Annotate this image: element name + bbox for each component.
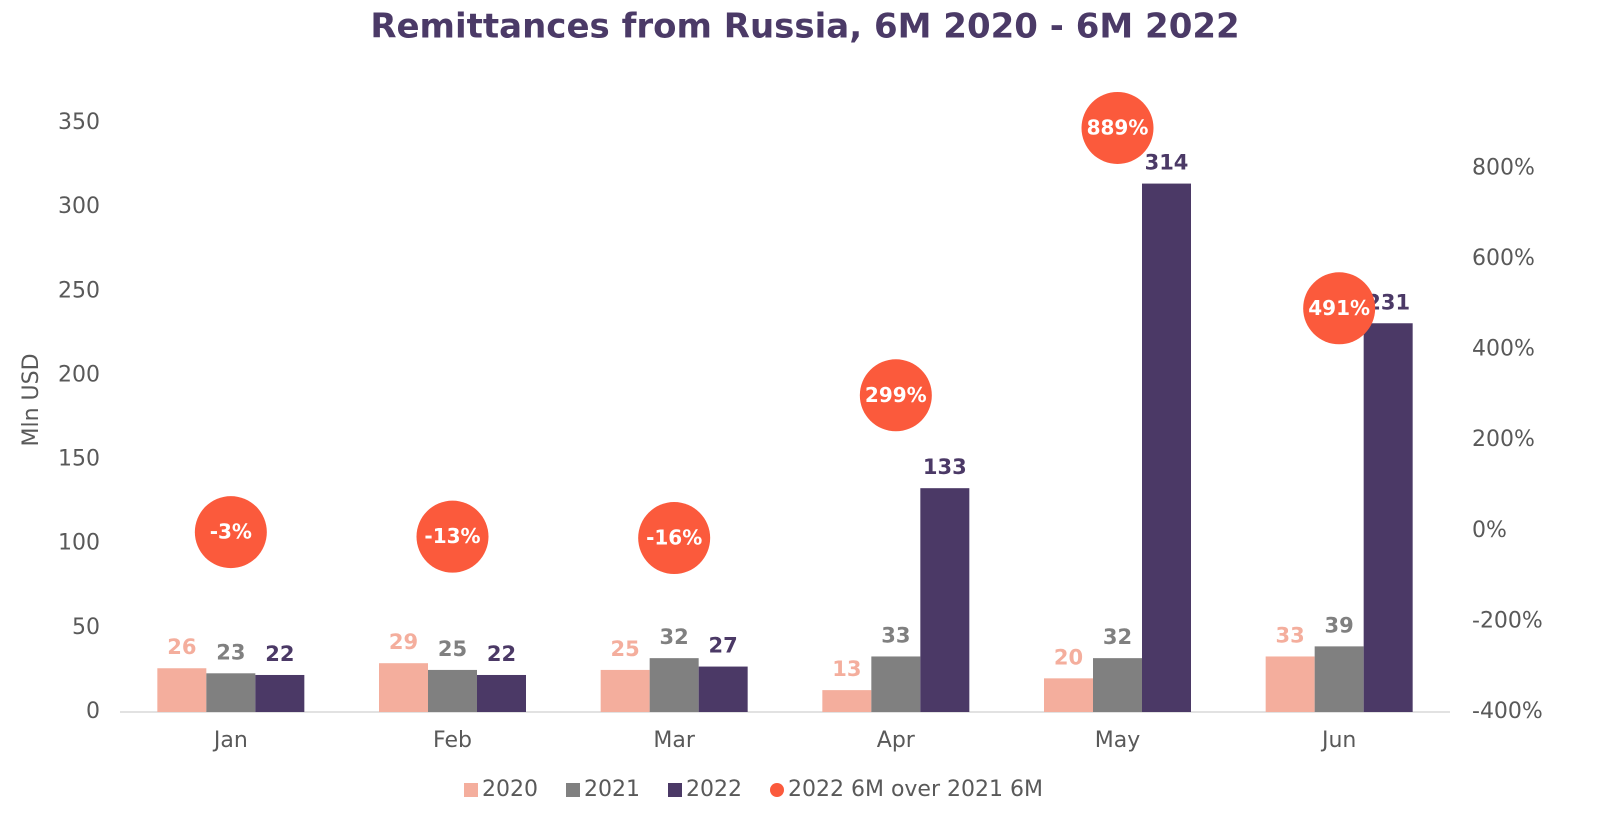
chart-title: Remittances from Russia, 6M 2020 - 6M 20… [370,7,1239,47]
bar [600,669,650,712]
legend-marker [668,783,682,797]
bar [428,669,477,712]
bar [255,674,305,712]
bar [157,668,207,712]
data-label: 32 [1103,625,1132,649]
x-tick-label: Feb [433,728,472,753]
bar [871,656,921,712]
data-label: 22 [265,642,294,666]
legend-label: 2022 [686,777,742,802]
y-tick-label: 350 [58,110,100,135]
data-label: 23 [216,640,245,664]
bar [379,663,428,712]
data-label: 33 [1276,623,1305,647]
legend-label: 2022 6M over 2021 6M [788,777,1043,802]
percent-label: -3% [210,520,252,544]
percent-label: -16% [646,526,702,550]
bar [1314,646,1364,712]
y2-tick-label: 0% [1472,518,1507,543]
y-tick-label: 300 [58,194,100,219]
y2-tick-label: 400% [1472,337,1535,362]
bar [1093,658,1142,712]
y-tick-label: 150 [58,447,100,472]
x-tick-label: Mar [653,728,695,753]
x-tick-label: Jun [1320,728,1356,753]
bar [649,658,699,712]
y-tick-label: 0 [86,699,100,724]
data-label: 32 [660,625,689,649]
bar [1265,656,1315,712]
bar [206,673,256,712]
legend-label: 2021 [584,777,640,802]
bar [698,666,748,712]
bar [920,488,970,712]
legend-label: 2020 [482,777,538,802]
x-tick-label: Apr [877,728,916,753]
bar [1363,323,1413,712]
x-tick-label: May [1095,728,1140,753]
y-tick-label: 50 [72,615,100,640]
bar [1142,183,1191,712]
y-axis-label: Mln USD [19,353,44,446]
data-label: 25 [611,637,640,661]
data-label: 33 [881,623,910,647]
percent-dot [416,500,489,573]
data-label: 314 [1145,151,1189,175]
bar [1044,678,1093,712]
percent-dot [638,502,711,575]
y-tick-label: 200 [58,362,100,387]
percent-label: 299% [865,383,927,407]
percent-label: 491% [1308,296,1370,320]
y-tick-label: 100 [58,531,100,556]
y2-tick-label: 200% [1472,427,1535,452]
bar [477,674,526,712]
x-tick-label: Jan [212,728,248,753]
percent-dot [1081,91,1154,164]
bar [822,690,872,712]
legend-marker [566,783,580,797]
y-tick-label: 250 [58,278,100,303]
data-label: 133 [923,455,967,479]
data-label: 39 [1325,613,1354,637]
legend-marker [770,783,784,797]
data-label: 26 [167,635,196,659]
data-label: 25 [438,637,467,661]
percent-dot [194,496,267,569]
percent-dot [859,359,932,432]
data-label: 22 [487,642,516,666]
y2-tick-label: -400% [1472,699,1543,724]
legend-marker [464,783,478,797]
percent-label: 889% [1087,115,1149,139]
data-label: 13 [832,657,861,681]
y2-tick-label: -200% [1472,608,1543,633]
data-label: 29 [389,630,418,654]
percent-dot [1303,272,1376,345]
y2-tick-label: 800% [1472,155,1535,180]
percent-label: -13% [424,524,480,548]
y2-tick-label: 600% [1472,246,1535,271]
data-label: 27 [709,634,738,658]
data-label: 20 [1054,645,1083,669]
